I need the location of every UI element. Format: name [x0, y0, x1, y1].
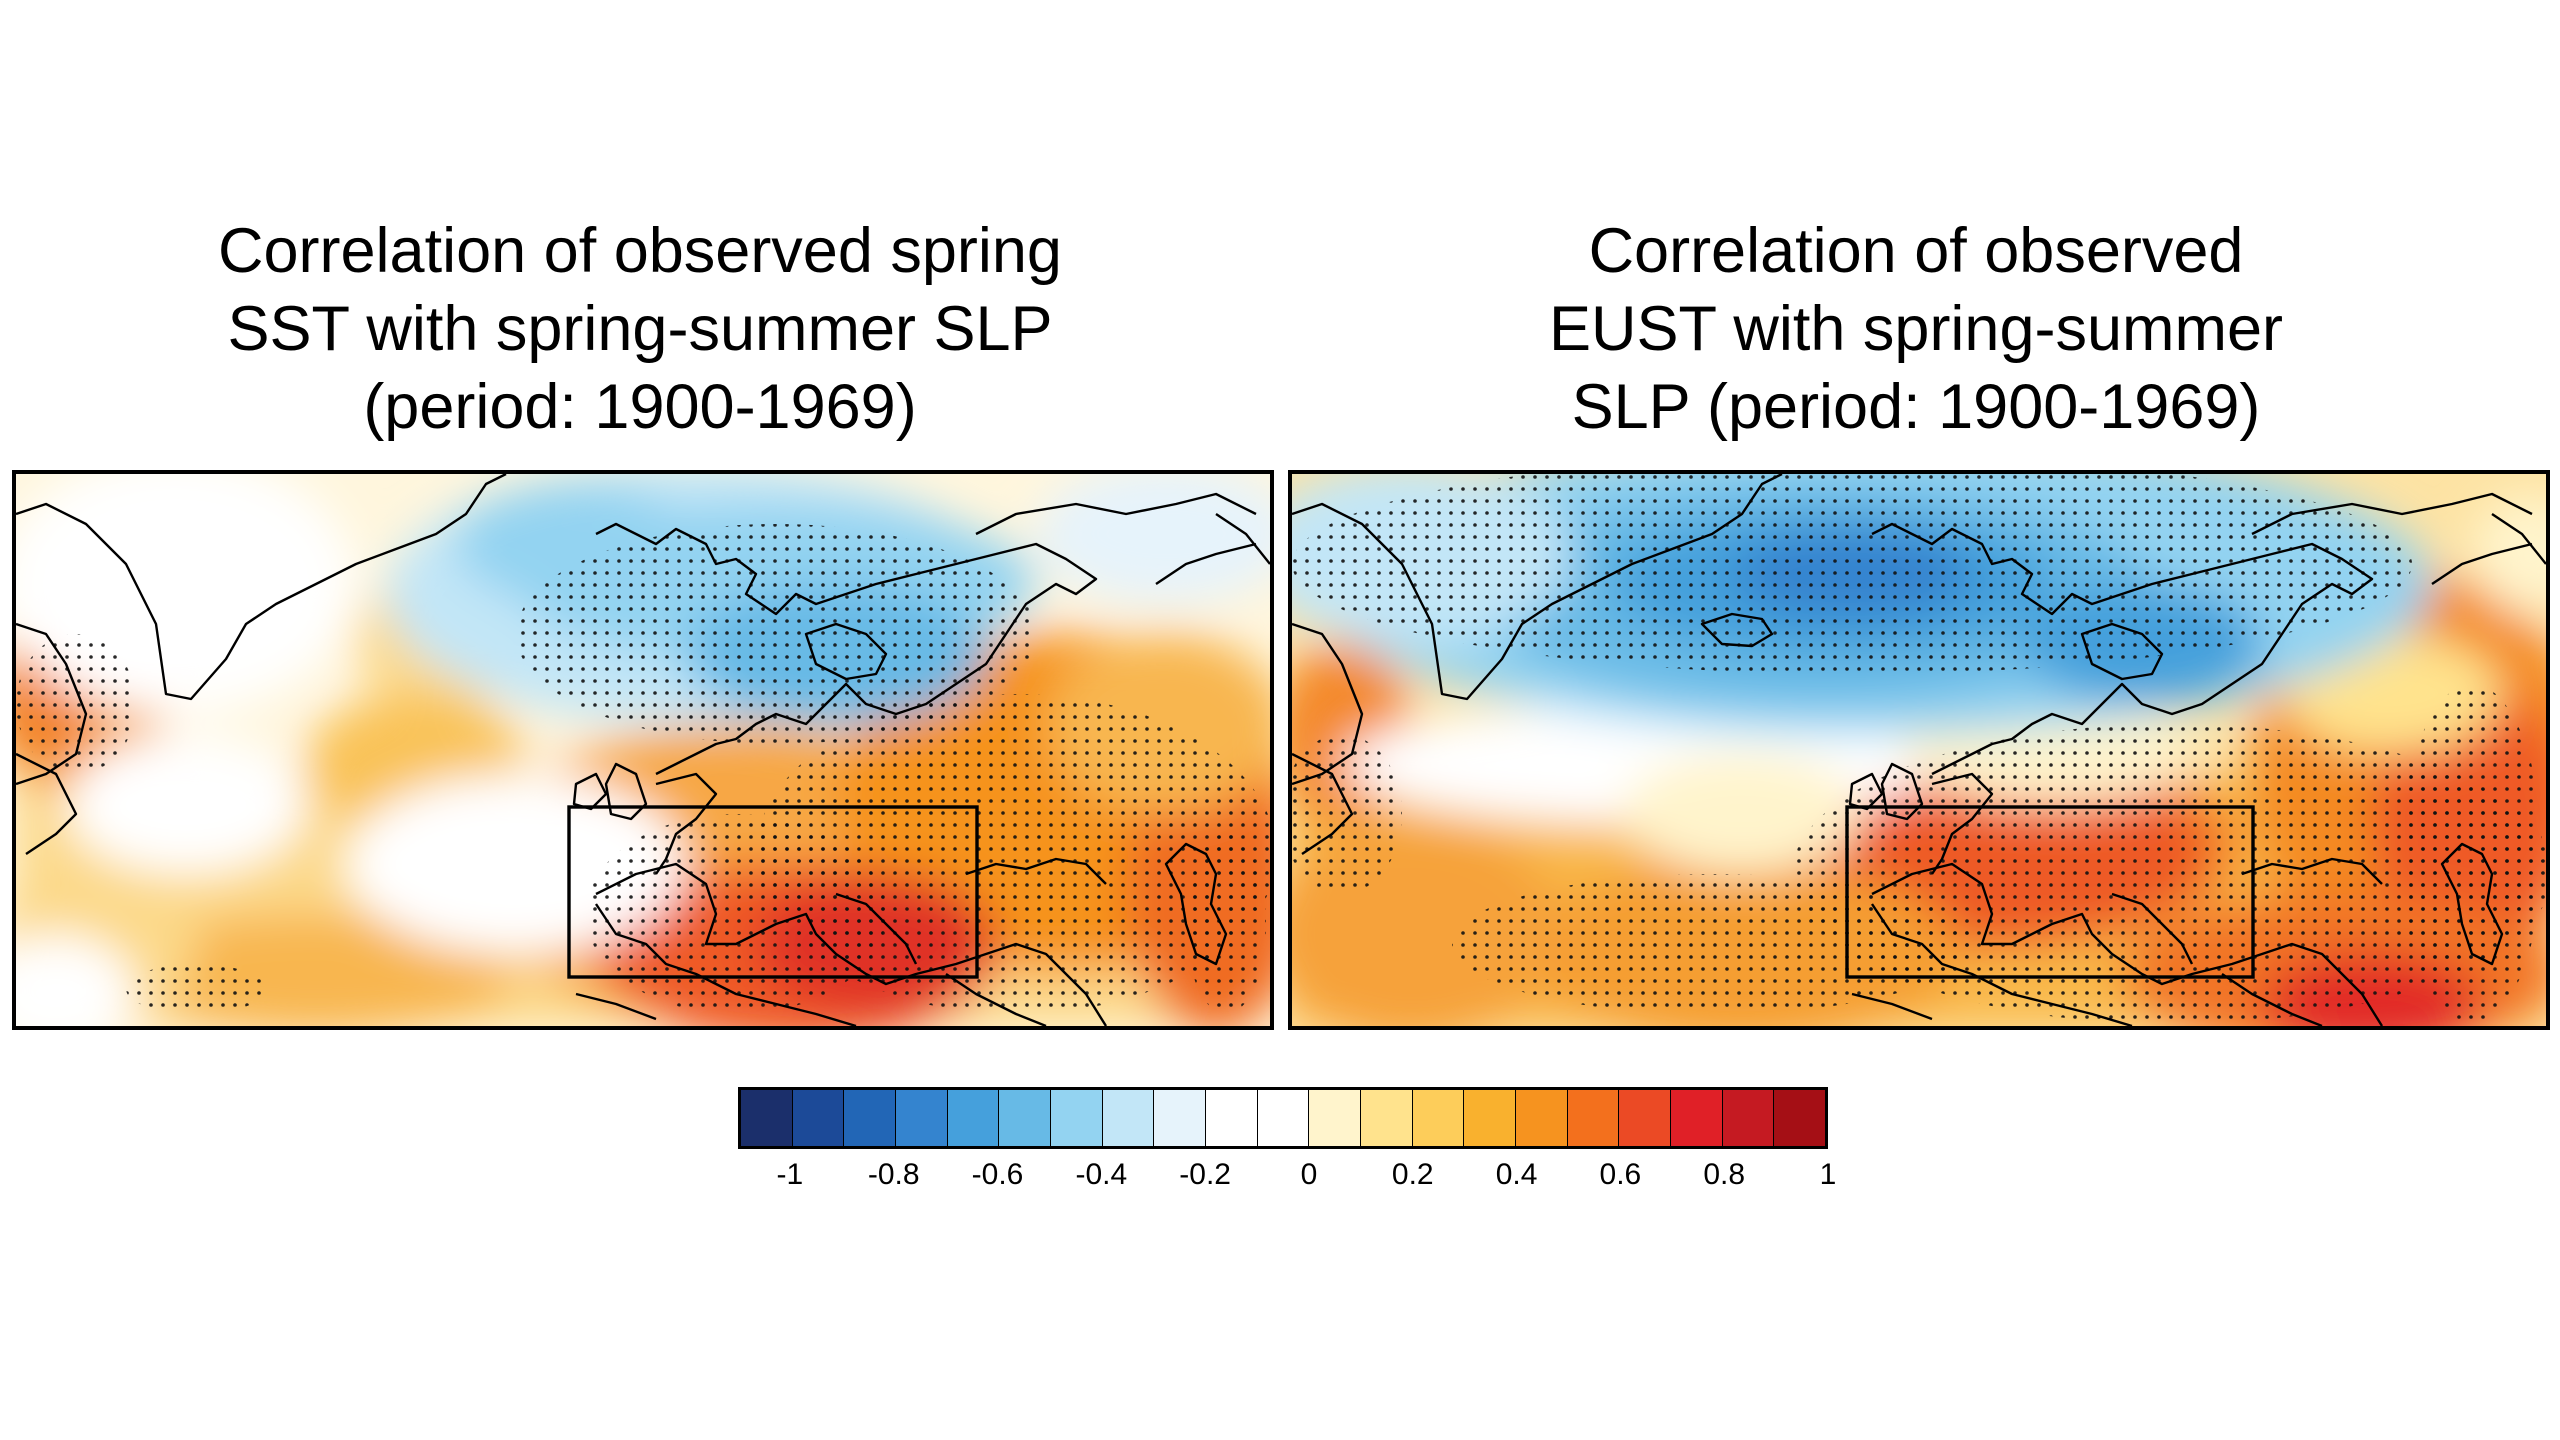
colorbar-swatch — [1722, 1090, 1775, 1146]
colorbar-tick-labels: -1 -0.8 -0.6 -0.4 -0.2 0 0.2 0.4 0.6 0.8 1 — [738, 1158, 1837, 1198]
title-line: Correlation of observed — [1588, 216, 2244, 286]
region-box — [567, 805, 979, 979]
colorbar-tick-label: 0.2 — [1391, 1158, 1434, 1191]
colorbar-tick-label: -0.4 — [1075, 1158, 1128, 1191]
map-title-left: Correlation of observed spring SST with … — [10, 212, 1270, 446]
map-panel-sst — [12, 470, 1274, 1030]
colorbar-tick-label: -0.2 — [1179, 1158, 1231, 1191]
title-line: Correlation of observed spring — [218, 216, 1062, 286]
colorbar-swatch — [1257, 1090, 1310, 1146]
colorbar-swatch — [947, 1090, 1000, 1146]
colorbar-swatch — [1051, 1090, 1103, 1146]
colorbar-swatch — [1464, 1090, 1517, 1146]
map-panel-eust — [1288, 470, 2550, 1030]
title-line: (period: 1900-1969) — [363, 372, 917, 442]
title-line: SST with spring-summer SLP — [227, 294, 1053, 364]
correlation-field — [1292, 474, 2546, 1026]
colorbar-swatch — [896, 1090, 948, 1146]
colorbar-swatch — [999, 1090, 1052, 1146]
colorbar-swatch — [1361, 1090, 1413, 1146]
correlation-map-eust — [1292, 474, 2546, 1026]
coastline-outlines — [1292, 474, 2546, 1026]
coastline-outlines — [16, 474, 1270, 1026]
colorbar-tick-label: 0.6 — [1599, 1158, 1642, 1191]
title-line: SLP (period: 1900-1969) — [1571, 372, 2261, 442]
colorbar-tick-label: -0.8 — [867, 1158, 920, 1191]
colorbar-swatch — [1567, 1090, 1620, 1146]
region-box — [1845, 805, 2255, 979]
colorbar-swatch — [1412, 1090, 1465, 1146]
colorbar-swatch — [1309, 1090, 1362, 1146]
colorbar-swatch — [1206, 1090, 1258, 1146]
title-line: EUST with spring-summer — [1548, 294, 2283, 364]
correlation-field — [16, 474, 1270, 1026]
colorbar-swatch — [792, 1090, 845, 1146]
map-title-right: Correlation of observed EUST with spring… — [1286, 212, 2546, 446]
correlation-map-sst — [16, 474, 1270, 1026]
colorbar-swatch — [741, 1090, 793, 1146]
colorbar-swatch — [1619, 1090, 1672, 1146]
colorbar-tick-label: 0.4 — [1495, 1158, 1538, 1191]
colorbar-tick-label: 0.8 — [1703, 1158, 1746, 1191]
colorbar-tick-label: 1 — [1819, 1158, 1837, 1191]
colorbar-swatch — [1516, 1090, 1568, 1146]
colorbar-swatch — [1774, 1090, 1826, 1146]
colorbar-swatch — [1102, 1090, 1155, 1146]
colorbar-swatch — [1671, 1090, 1723, 1146]
colorbar — [738, 1087, 1828, 1149]
colorbar-swatch — [1154, 1090, 1207, 1146]
colorbar-tick-label: -0.6 — [971, 1158, 1024, 1191]
colorbar-swatch — [844, 1090, 897, 1146]
colorbar-tick-label: -1 — [776, 1158, 804, 1191]
colorbar-tick-label: 0 — [1300, 1158, 1318, 1191]
